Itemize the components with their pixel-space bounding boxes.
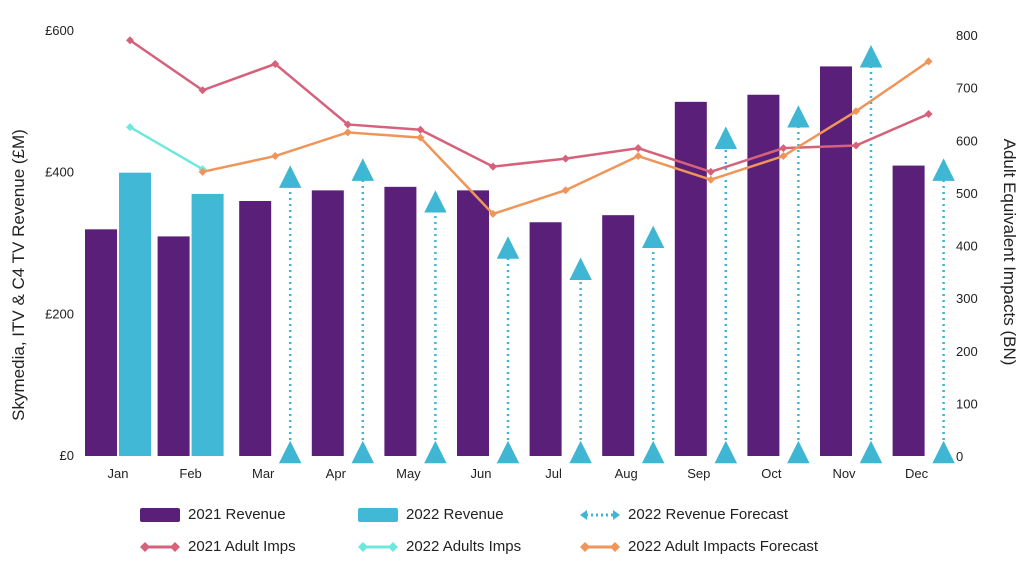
line-point-marker [852, 142, 860, 150]
legend-swatch-2022-revenue [358, 508, 398, 522]
y-left-tick-label: £200 [45, 306, 74, 321]
y-right-tick-label: 100 [956, 396, 978, 411]
bar-2021-revenue [602, 215, 634, 456]
x-tick-label: Sep [687, 466, 710, 481]
line-2021-adult-imps [130, 40, 929, 172]
y-left-tick-label: £600 [45, 23, 74, 38]
y-right-tick-label: 800 [956, 28, 978, 43]
y-left-tick-label: £400 [45, 165, 74, 180]
bar-2021-revenue [85, 229, 117, 456]
y-right-tick-label: 500 [956, 186, 978, 201]
y-right-tick-label: 400 [956, 239, 978, 254]
line-point-marker [634, 152, 642, 160]
x-tick-label: Apr [326, 466, 347, 481]
x-tick-label: Feb [179, 466, 201, 481]
x-tick-label: Oct [761, 466, 782, 481]
line-point-marker [925, 110, 933, 118]
bar-2021-revenue [747, 95, 779, 456]
legend-item-2022-revenue: 2022 Revenue [358, 506, 504, 523]
bar-2021-revenue [893, 166, 925, 456]
legend-label: 2022 Adults Imps [406, 538, 521, 555]
legend-label: 2022 Adult Impacts Forecast [628, 538, 818, 555]
bar-2021-revenue [239, 201, 271, 456]
line-point-marker [707, 176, 715, 184]
line-point-marker [779, 144, 787, 152]
y-right-axis-title: Adult Equivalent Impacts (BN) [1000, 139, 1019, 366]
y-left-tick-label: £0 [60, 448, 74, 463]
legend-item-2021-revenue: 2021 Revenue [140, 506, 286, 523]
legend-swatch-2021-revenue [140, 508, 180, 522]
x-tick-label: May [396, 466, 421, 481]
line-point-marker [634, 144, 642, 152]
line-point-marker [562, 186, 570, 194]
y-left-axis-title: Skymedia, ITV & C4 TV Revenue (£M) [9, 129, 28, 421]
x-tick-label: Dec [905, 466, 929, 481]
legend-swatch-2021-adult-imps [140, 540, 180, 554]
line-2022-adults-imps [130, 127, 203, 169]
line-point-marker [271, 152, 279, 160]
legend-item-2021-adult-imps: 2021 Adult Imps [140, 538, 296, 555]
line-point-marker [344, 128, 352, 136]
x-tick-label: Jan [108, 466, 129, 481]
y-right-tick-label: 0 [956, 449, 963, 464]
legend-swatch-revenue-forecast [580, 508, 620, 522]
y-right-tick-label: 700 [956, 81, 978, 96]
bar-2021-revenue [530, 222, 562, 456]
y-right-tick-label: 200 [956, 344, 978, 359]
legend: 2021 Revenue 2022 Revenue 2022 Revenue F… [0, 500, 1024, 570]
bar-2021-revenue [384, 187, 416, 456]
bar-2022-revenue [192, 194, 224, 456]
bar-2022-revenue [119, 173, 151, 456]
x-tick-label: Aug [615, 466, 638, 481]
legend-swatch-impacts-forecast [580, 540, 620, 554]
y-right-tick-label: 300 [956, 291, 978, 306]
chart-plot: Skymedia, ITV & C4 TV Revenue (£M) Adult… [0, 0, 1024, 500]
bar-2021-revenue [457, 190, 489, 456]
legend-item-2022-adult-impacts-forecast: 2022 Adult Impacts Forecast [580, 538, 818, 555]
bar-2021-revenue [675, 102, 707, 456]
legend-label: 2021 Revenue [188, 506, 286, 523]
x-tick-label: Nov [832, 466, 856, 481]
legend-label: 2022 Revenue [406, 506, 504, 523]
x-tick-label: Jul [545, 466, 562, 481]
legend-item-2022-adults-imps: 2022 Adults Imps [358, 538, 521, 555]
line-point-marker [707, 168, 715, 176]
legend-label: 2021 Adult Imps [188, 538, 296, 555]
legend-item-2022-revenue-forecast: 2022 Revenue Forecast [580, 506, 788, 523]
bar-2021-revenue [158, 236, 190, 456]
y-right-tick-label: 600 [956, 133, 978, 148]
legend-swatch-2022-adults-imps [358, 540, 398, 554]
x-tick-label: Jun [471, 466, 492, 481]
legend-label: 2022 Revenue Forecast [628, 506, 788, 523]
line-point-marker [562, 155, 570, 163]
x-tick-label: Mar [252, 466, 275, 481]
bar-2021-revenue [312, 190, 344, 456]
